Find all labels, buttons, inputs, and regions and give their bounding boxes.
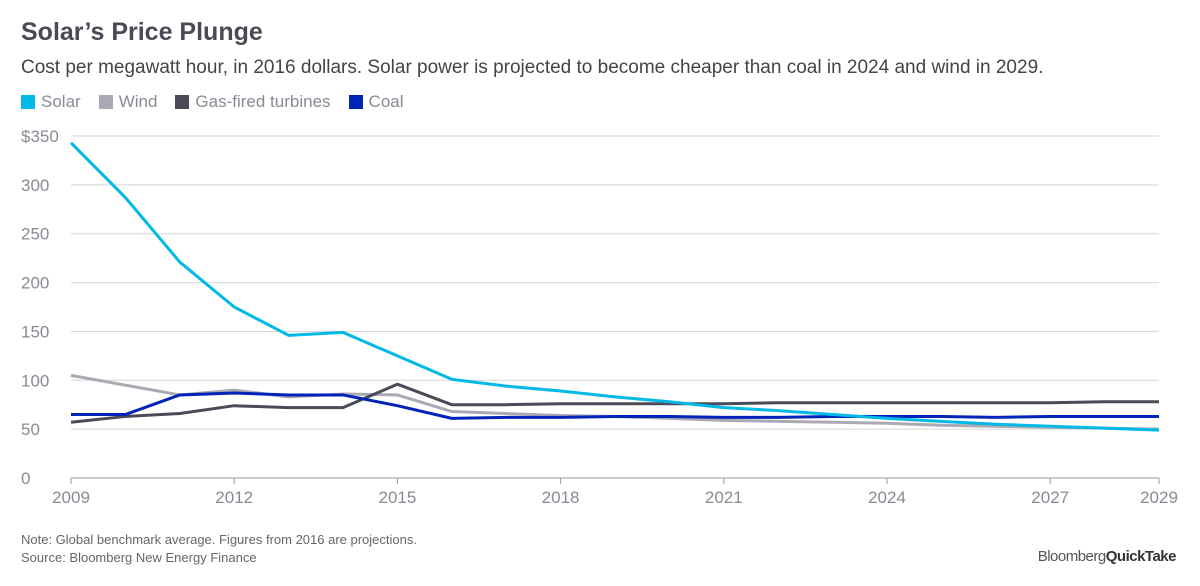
legend-swatch (98, 95, 113, 109)
legend-swatch (175, 95, 190, 109)
x-tick-label: 2027 (1031, 488, 1069, 507)
legend-swatch (21, 95, 35, 109)
x-tick-label: 2009 (52, 488, 90, 507)
series-line-gas-fired-turbines (70, 382, 1159, 424)
legend-label: Gas-fired turbines (195, 92, 331, 111)
x-tick-label: 2015 (378, 488, 416, 507)
x-tick-label: 2021 (705, 488, 743, 507)
legend-item: Solar (21, 92, 81, 112)
legend-label: Solar (41, 92, 81, 111)
y-tick-label: 200 (21, 274, 49, 293)
logo: BloombergQuickTake (1037, 548, 1177, 565)
legend: Solar Wind Gas-fired turbines Coal (21, 92, 404, 112)
x-tick-label: 2018 (542, 488, 580, 507)
y-tick-label: 300 (21, 176, 49, 195)
chart-title: Solar’s Price Plunge (21, 18, 263, 46)
legend-item: Coal (348, 92, 404, 112)
chart-subtitle: Cost per megawatt hour, in 2016 dollars.… (21, 57, 1044, 78)
x-tick-label: 2029 (1140, 488, 1178, 507)
legend-item: Gas-fired turbines (175, 92, 331, 112)
y-tick-label: 0 (21, 469, 30, 488)
legend-item: Wind (98, 92, 158, 112)
y-tick-label: 150 (21, 322, 49, 341)
legend-label: Wind (118, 92, 158, 111)
x-tick-label: 2024 (868, 488, 906, 507)
y-tick-label: 100 (21, 371, 49, 390)
series-line-coal (71, 391, 1159, 420)
legend-swatch (348, 95, 363, 109)
x-tick-label: 2012 (215, 488, 253, 507)
series-line-solar (69, 141, 1160, 432)
y-tick-label: 250 (21, 225, 49, 244)
note: Note: Global benchmark average. Figures … (21, 532, 417, 547)
y-tick-label: 50 (21, 420, 40, 439)
legend-label: Coal (368, 92, 404, 111)
source: Source: Bloomberg New Energy Finance (21, 550, 257, 565)
y-tick-label: $350 (21, 127, 59, 146)
